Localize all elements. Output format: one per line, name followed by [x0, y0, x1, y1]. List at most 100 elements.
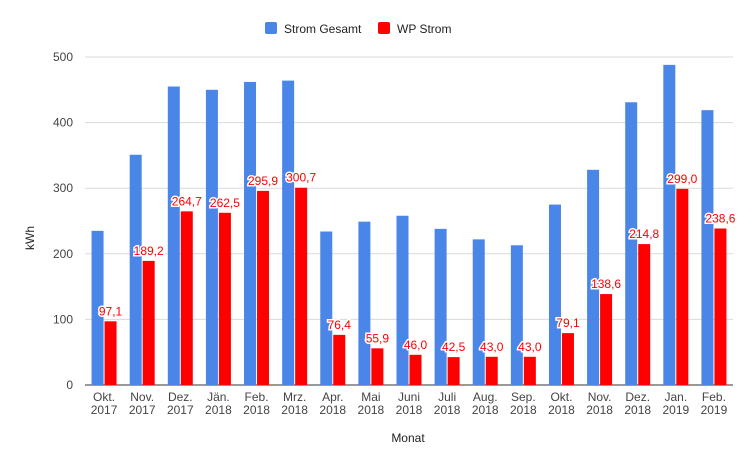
bar-strom-gesamt	[244, 81, 257, 385]
x-tick-label-month: Okt.	[550, 390, 572, 404]
data-label-wp-strom: 214,8	[629, 227, 659, 241]
bar-strom-gesamt	[91, 230, 104, 385]
x-tick-label-year: 2018	[396, 403, 423, 417]
bar-wp-strom	[523, 356, 536, 385]
x-tick-label-month: Nov.	[588, 390, 612, 404]
data-label-wp-strom: 76,4	[328, 318, 352, 332]
x-tick-label-month: Okt.	[93, 390, 115, 404]
bar-strom-gesamt	[282, 80, 295, 385]
y-axis-ticks: 0 100 200 300 400 500	[53, 50, 73, 392]
bar-strom-gesamt	[129, 154, 142, 385]
x-tick-label-month: Jan.	[664, 390, 687, 404]
y-tick-label: 200	[53, 247, 73, 261]
data-label-wp-strom: 238,6	[705, 211, 735, 225]
x-tick-label-month: Feb.	[245, 390, 269, 404]
y-tick-label: 500	[53, 50, 73, 64]
bar-strom-gesamt	[205, 89, 218, 386]
x-tick-label-year: 2018	[358, 403, 385, 417]
data-label-wp-strom: 299,0	[667, 172, 697, 186]
data-labels: 97,1 189,2 264,7 262,5 295,9 300,7 76,4 55,9 46,…	[97, 169, 737, 355]
legend-swatch-wp-strom	[378, 22, 390, 34]
bar-strom-gesamt	[167, 86, 180, 386]
bar-strom-gesamt	[358, 221, 371, 385]
legend-label-strom-gesamt: Strom Gesamt	[284, 22, 362, 36]
bar-wp-strom	[600, 294, 613, 385]
x-tick-label-year: 2018	[281, 403, 308, 417]
bars	[91, 64, 727, 386]
x-tick-label-year: 2018	[434, 403, 461, 417]
x-tick-label-month: Sep.	[511, 390, 536, 404]
bar-strom-gesamt	[587, 169, 600, 385]
bar-strom-gesamt	[663, 64, 676, 385]
data-label-wp-strom: 97,1	[99, 304, 123, 318]
x-axis-ticks: Okt.2017Nov.2017Dez.2017Jän.2018Feb.2018…	[91, 390, 728, 417]
x-tick-label-month: Dez.	[168, 390, 193, 404]
x-tick-label-year: 2017	[129, 403, 156, 417]
x-tick-label-month: Aug.	[473, 390, 498, 404]
x-tick-label-month: Dez.	[625, 390, 650, 404]
data-label-wp-strom: 43,0	[480, 340, 504, 354]
bar-wp-strom	[257, 190, 270, 385]
data-label-wp-strom: 42,5	[442, 340, 466, 354]
bar-wp-strom	[561, 333, 574, 385]
x-tick-label-year: 2018	[586, 403, 613, 417]
data-label-wp-strom: 262,5	[210, 196, 240, 210]
bar-wp-strom	[333, 334, 346, 385]
x-tick-label-year: 2018	[548, 403, 575, 417]
data-label-wp-strom: 138,6	[591, 277, 621, 291]
bar-wp-strom	[218, 212, 231, 385]
y-axis-title: kWh	[23, 226, 37, 250]
data-label-wp-strom: 189,2	[134, 244, 164, 258]
data-label-wp-strom: 300,7	[286, 171, 316, 185]
bar-wp-strom	[295, 187, 308, 385]
x-tick-label-month: Juni	[398, 390, 420, 404]
data-label-wp-strom: 55,9	[366, 331, 390, 345]
bar-wp-strom	[142, 260, 155, 385]
legend-swatch-strom-gesamt	[265, 22, 277, 34]
x-tick-label-year: 2018	[510, 403, 537, 417]
x-tick-label-year: 2018	[319, 403, 346, 417]
bar-wp-strom	[676, 188, 689, 385]
x-tick-label-year: 2019	[662, 403, 689, 417]
y-tick-label: 300	[53, 181, 73, 195]
data-label-wp-strom: 79,1	[556, 316, 580, 330]
data-label-wp-strom: 46,0	[404, 338, 428, 352]
x-tick-label-month: Mrz.	[283, 390, 306, 404]
bar-wp-strom	[638, 244, 651, 385]
x-tick-label-year: 2018	[472, 403, 499, 417]
x-tick-label-month: Apr.	[322, 390, 343, 404]
legend: Strom Gesamt WP Strom	[265, 22, 451, 36]
bar-wp-strom	[409, 354, 422, 385]
bar-strom-gesamt	[434, 228, 447, 385]
x-tick-label-year: 2017	[91, 403, 118, 417]
x-tick-label-year: 2018	[243, 403, 270, 417]
x-tick-label-month: Juli	[438, 390, 456, 404]
bar-strom-gesamt	[320, 231, 333, 385]
bar-strom-gesamt	[548, 204, 561, 385]
x-axis-title: Monat	[391, 431, 425, 445]
bar-wp-strom	[485, 356, 498, 385]
data-label-wp-strom: 43,0	[518, 340, 542, 354]
x-tick-label-year: 2017	[167, 403, 194, 417]
bar-wp-strom	[714, 228, 727, 385]
bar-wp-strom	[447, 357, 460, 385]
x-tick-label-year: 2019	[701, 403, 728, 417]
bar-strom-gesamt	[510, 245, 523, 385]
legend-label-wp-strom: WP Strom	[397, 22, 451, 36]
bar-strom-gesamt	[472, 239, 485, 385]
x-tick-label-month: Nov.	[130, 390, 154, 404]
bar-wp-strom	[104, 321, 117, 385]
x-tick-label-year: 2018	[205, 403, 232, 417]
y-tick-label: 100	[53, 312, 73, 326]
y-tick-label: 0	[66, 378, 73, 392]
x-tick-label-month: Mai	[361, 390, 380, 404]
data-label-wp-strom: 264,7	[172, 194, 202, 208]
y-tick-label: 400	[53, 116, 73, 130]
bar-strom-gesamt	[625, 102, 638, 385]
bar-wp-strom	[180, 211, 193, 385]
data-label-wp-strom: 295,9	[248, 174, 278, 188]
bar-strom-gesamt	[701, 110, 714, 386]
bar-wp-strom	[371, 348, 384, 385]
x-tick-label-year: 2018	[624, 403, 651, 417]
